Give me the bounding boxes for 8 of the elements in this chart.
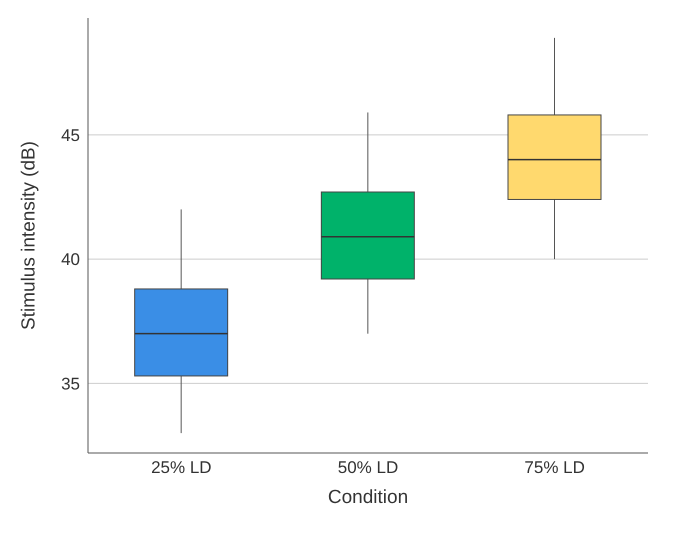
y-tick-label: 45	[61, 126, 80, 145]
y-tick-label: 40	[61, 250, 80, 270]
x-tick-label: 75% LD	[524, 458, 585, 478]
y-axis-title: Stimulus intensity (dB)	[18, 140, 40, 330]
x-axis-title: Condition	[328, 487, 408, 508]
x-tick-label: 25% LD	[151, 458, 212, 478]
y-tick-label: 35	[61, 374, 80, 394]
x-tick-label: 50% LD	[338, 458, 398, 478]
